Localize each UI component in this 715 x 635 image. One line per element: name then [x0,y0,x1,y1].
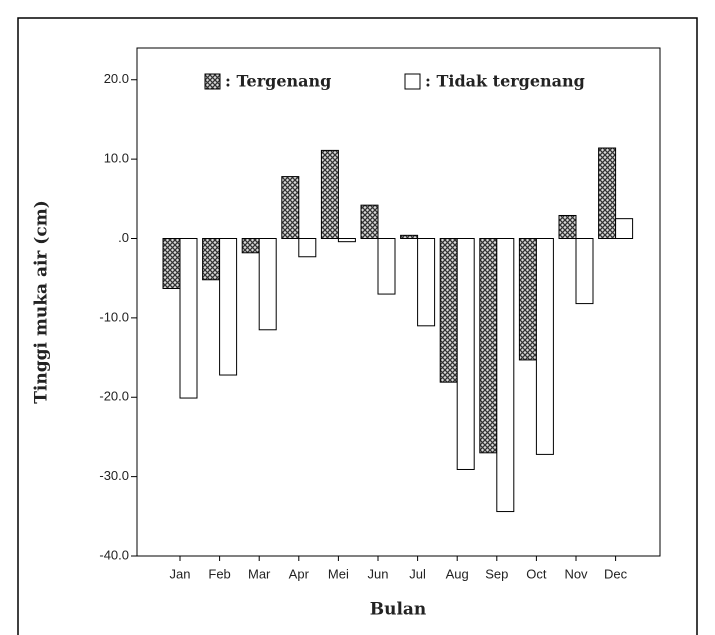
x-tick-label: Feb [208,566,230,581]
bar [258,238,277,331]
y-tick-label: -10.0 [99,309,129,324]
legend-swatch [204,73,221,90]
y-tick-label: -20.0 [99,389,129,404]
x-tick-label: Mar [248,566,271,581]
bar [162,238,181,290]
plot-frame [136,47,661,557]
bar [219,238,238,376]
x-tick-label: Sep [485,566,508,581]
bar [496,238,515,513]
x-tick-label: Jul [409,566,426,581]
y-tick-label: -30.0 [99,468,129,483]
bar [479,238,498,454]
bar [558,214,577,239]
y-tick-label: .0 [118,230,129,245]
bar [320,149,339,239]
legend-label: : Tidak tergenang [425,72,585,91]
x-tick-label: Aug [446,566,469,581]
bar [598,147,617,239]
bar [377,238,396,295]
x-tick-label: Oct [526,566,547,581]
x-tick-label: Jun [368,566,389,581]
y-tick-label: 10.0 [104,151,129,166]
y-tick-label: -40.0 [99,547,129,562]
bar [298,238,317,258]
x-tick-label: Nov [564,566,588,581]
outer-border [17,17,698,635]
bar [202,238,221,281]
legend-label: : Tergenang [225,72,331,91]
bar [417,238,436,327]
y-axis-label: Tinggi muka air (cm) [32,200,52,403]
x-tick-label: Apr [289,566,310,581]
bar [518,238,537,361]
bar [439,238,458,383]
bar [456,238,475,470]
bar [575,238,594,305]
y-tick-label: 20.0 [104,71,129,86]
bar [281,176,300,239]
bar [337,238,356,243]
bar [179,238,198,399]
bar [615,218,634,239]
bar [241,238,260,254]
x-tick-label: Dec [604,566,628,581]
x-axis-label: Bulan [370,600,427,620]
bar [360,204,379,240]
x-tick-label: Mei [328,566,349,581]
bar [400,234,419,239]
legend-swatch [404,73,421,90]
bar [535,238,554,455]
x-tick-label: Jan [170,566,191,581]
